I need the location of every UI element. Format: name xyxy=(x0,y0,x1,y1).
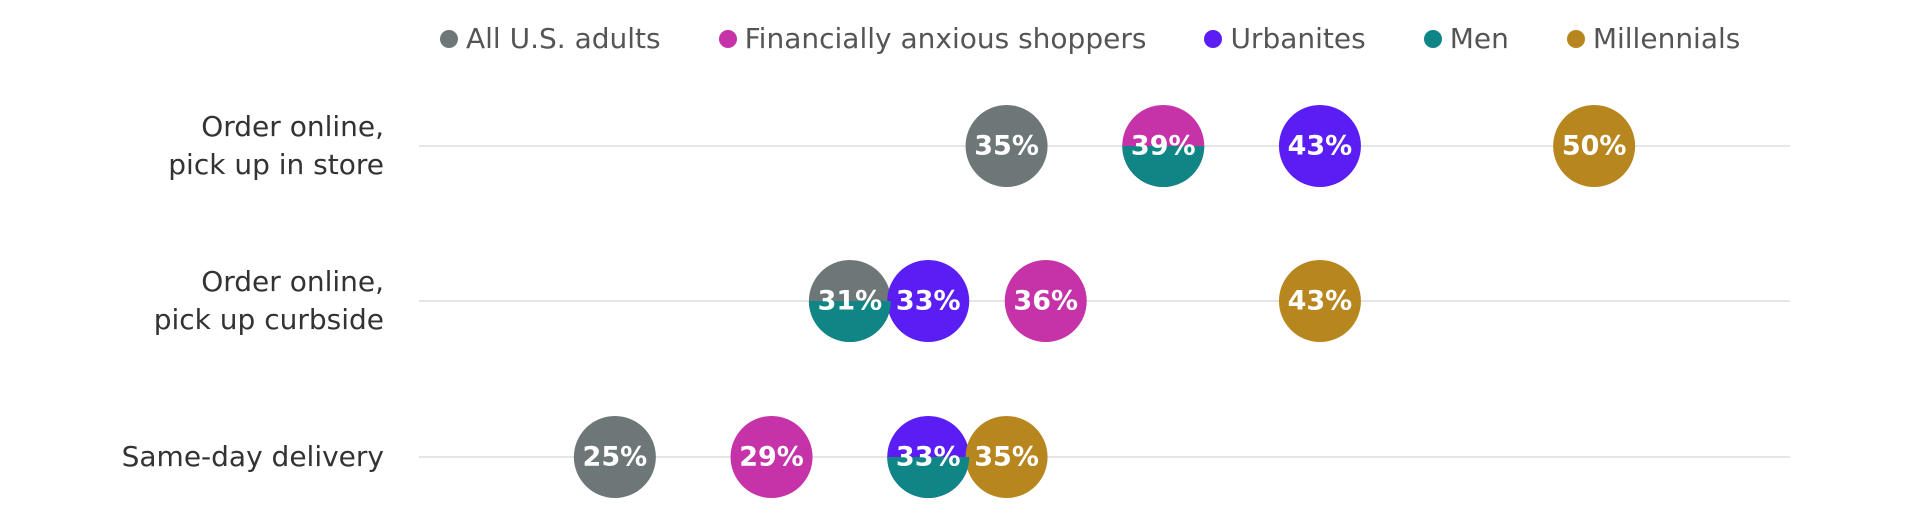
value-label: 35% xyxy=(974,442,1039,473)
dot xyxy=(1278,260,1361,342)
dot xyxy=(1553,105,1636,187)
half-dot xyxy=(1122,146,1205,187)
value-label: 29% xyxy=(739,442,804,473)
value-label: 36% xyxy=(1013,286,1078,317)
legend-item: Men xyxy=(1423,22,1509,55)
legend-label: Urbanites xyxy=(1230,22,1366,55)
value-label: 35% xyxy=(974,131,1039,162)
legend-item: Millennials xyxy=(1566,22,1741,55)
half-dot xyxy=(808,301,891,342)
dot xyxy=(965,105,1048,187)
legend-label: Financially anxious shoppers xyxy=(744,22,1147,55)
category-label: Same-day delivery xyxy=(121,440,384,473)
value-label: 25% xyxy=(583,442,648,473)
category-label: Order online, pick up in store xyxy=(168,110,384,181)
dot xyxy=(1278,105,1361,187)
dot xyxy=(887,260,970,342)
value-label: 33% xyxy=(896,286,961,317)
category-label: Order online, pick up curbside xyxy=(153,265,384,336)
legend-label: Millennials xyxy=(1592,22,1741,55)
legend-marker xyxy=(718,29,737,48)
value-label: 50% xyxy=(1562,131,1627,162)
value-label: 33% xyxy=(896,442,961,473)
legend-marker xyxy=(1423,29,1442,48)
value-label: 39% xyxy=(1131,131,1196,162)
legend: All U.S. adults Financially anxious shopp… xyxy=(440,22,1740,55)
legend-marker xyxy=(1566,29,1585,48)
value-label: 43% xyxy=(1288,286,1353,317)
legend-label: All U.S. adults xyxy=(466,22,661,55)
dot xyxy=(965,416,1048,498)
dot xyxy=(730,416,813,498)
legend-label: Men xyxy=(1449,22,1509,55)
value-label: 43% xyxy=(1288,131,1353,162)
dot xyxy=(1004,260,1087,342)
legend-item: Financially anxious shoppers xyxy=(718,22,1147,55)
value-label: 31% xyxy=(818,286,883,317)
dot xyxy=(573,416,656,498)
legend-marker xyxy=(440,29,458,48)
legend-item: Urbanites xyxy=(1204,22,1366,55)
legend-marker xyxy=(1204,29,1223,48)
half-dot xyxy=(887,457,970,498)
legend-item: All U.S. adults xyxy=(440,22,661,55)
